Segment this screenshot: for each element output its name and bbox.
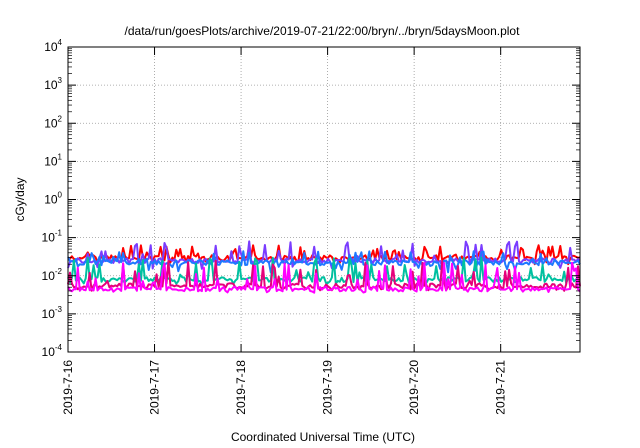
x-tick-label: 2019-7-16 [61, 360, 75, 415]
y-tick-label: 10-1 [42, 229, 63, 245]
y-tick-label: 10-2 [42, 267, 63, 283]
x-axis-label: Coordinated Universal Time (UTC) [231, 430, 415, 444]
y-axis-label: cGy/day [13, 177, 27, 221]
series-line [67, 240, 581, 270]
x-tick-label: 2019-7-20 [407, 360, 421, 415]
axis-ticks: 10-4 10-3 10-2 10-1 100 101 102 103 104 2019-7-16… [42, 38, 580, 415]
x-tick-label: 2019-7-18 [234, 360, 248, 415]
y-tick-label: 100 [44, 191, 62, 207]
chart-title: /data/run/goesPlots/archive/2019-07-21/2… [125, 24, 521, 38]
y-tick-label: 10-3 [42, 305, 63, 321]
x-tick-label: 2019-7-19 [321, 360, 335, 415]
y-tick-label: 10-4 [42, 343, 63, 359]
series-group [67, 240, 581, 294]
x-tick-label: 2019-7-17 [148, 360, 162, 415]
series-line [67, 261, 581, 294]
y-tick-label: 104 [44, 38, 62, 54]
grid-lines [68, 47, 580, 352]
y-tick-label: 102 [44, 114, 62, 130]
y-tick-label: 103 [44, 76, 62, 92]
series-line [67, 250, 581, 274]
y-tick-label: 101 [44, 152, 62, 168]
x-tick-label: 2019-7-21 [494, 360, 508, 415]
